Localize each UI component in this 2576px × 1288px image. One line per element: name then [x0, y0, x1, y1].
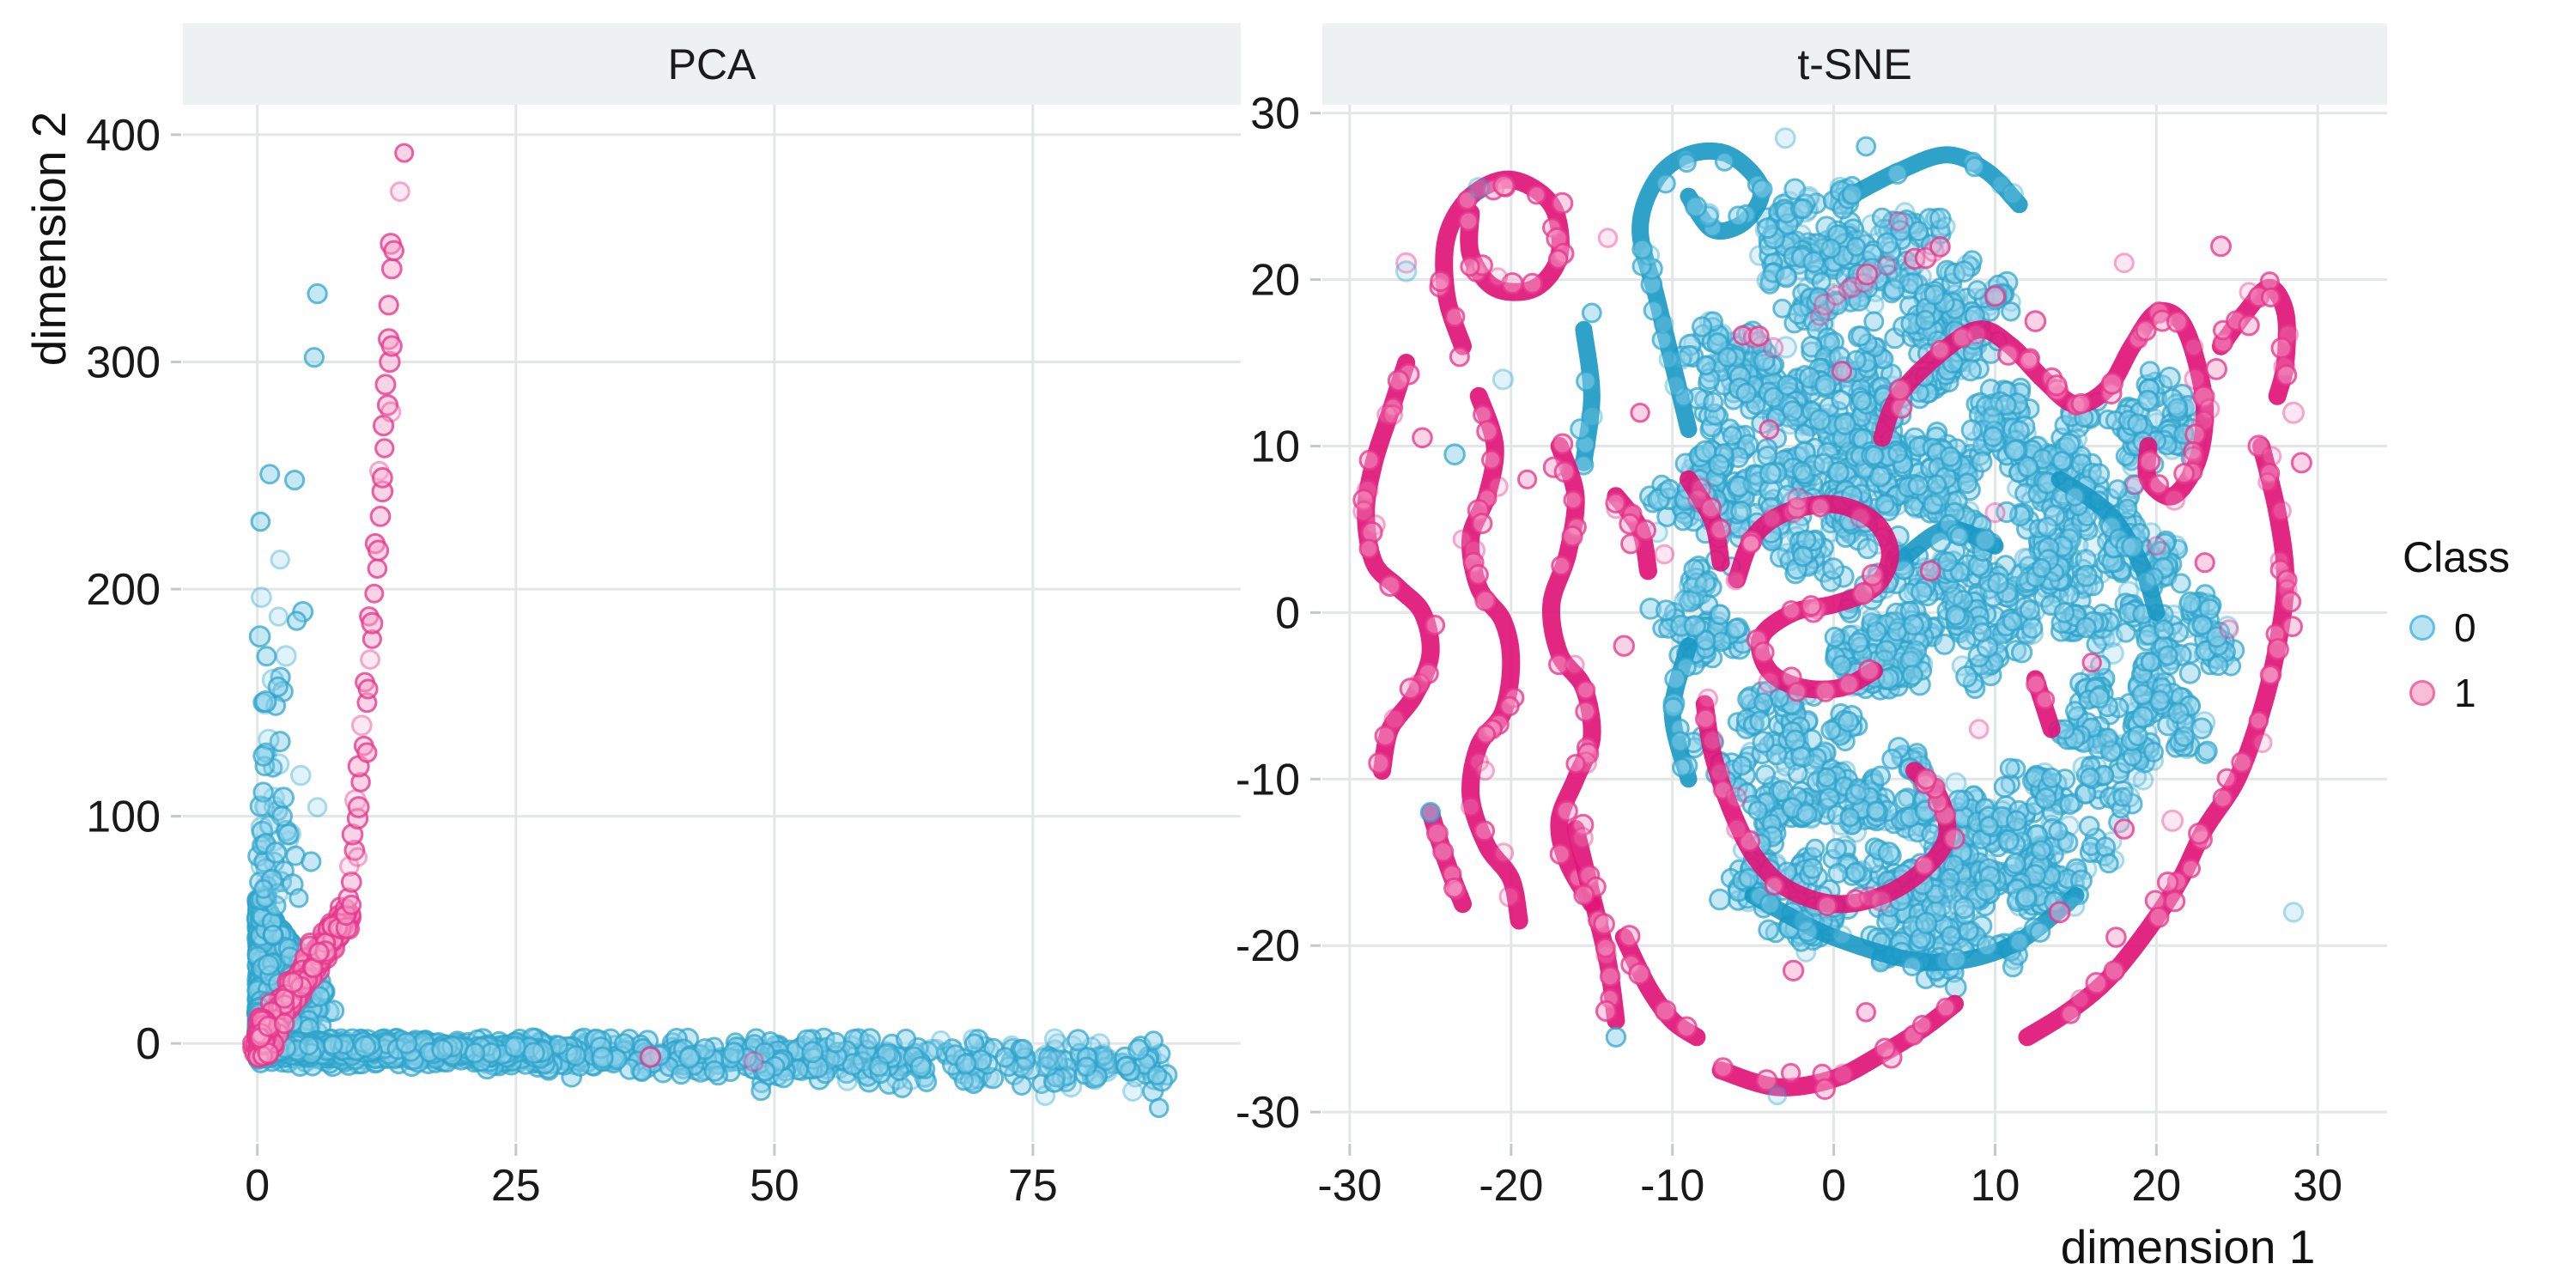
svg-text:-30: -30	[1236, 1088, 1300, 1138]
svg-text:100: 100	[86, 793, 161, 842]
legend-title: Class	[2403, 533, 2511, 581]
class0-point-icon	[2409, 615, 2435, 641]
class1-point-icon	[2409, 680, 2435, 706]
svg-text:75: 75	[1008, 1161, 1058, 1211]
svg-text:20: 20	[1250, 256, 1300, 306]
svg-text:10: 10	[1250, 422, 1300, 472]
panel-t-SNE	[1352, 127, 2312, 1106]
legend-label-class0: 0	[2454, 605, 2476, 650]
svg-text:20: 20	[2131, 1161, 2181, 1211]
facet-strip-tsne: t-SNE	[1322, 23, 2387, 105]
svg-text:30: 30	[1250, 89, 1300, 139]
facet-strip-pca: PCA	[183, 23, 1241, 105]
svg-text:400: 400	[86, 111, 161, 161]
svg-text:-10: -10	[1640, 1161, 1704, 1211]
axis-ticks-panel0: 0 25 50 75 400 300 200 100 0	[86, 111, 1058, 1211]
svg-text:0: 0	[1275, 588, 1300, 638]
svg-text:-20: -20	[1479, 1161, 1543, 1211]
svg-text:0: 0	[136, 1019, 161, 1069]
legend-label-class1: 1	[2454, 671, 2476, 715]
facet-strip-tsne-label: t-SNE	[1797, 39, 1912, 88]
svg-text:25: 25	[491, 1161, 541, 1211]
svg-text:-30: -30	[1317, 1161, 1382, 1211]
legend: Class 0 1	[2403, 532, 2510, 716]
svg-text:10: 10	[1971, 1161, 2020, 1211]
axis-ticks-panel1: -30 -20 -10 0 10 20 30 30 20 10 0 -10 -20 -30	[1236, 89, 2342, 1211]
y-axis-title: dimension 2	[22, 111, 76, 367]
svg-text:0: 0	[1821, 1161, 1846, 1211]
facet-strip-pca-label: PCA	[667, 39, 756, 88]
panel-PCA	[242, 143, 1178, 1119]
gridlines-panel0	[183, 105, 1241, 1142]
svg-text:50: 50	[750, 1161, 799, 1211]
x-axis-title: dimension 1	[2060, 1220, 2316, 1273]
svg-text:200: 200	[86, 565, 161, 615]
svg-text:-20: -20	[1236, 921, 1300, 971]
svg-text:-10: -10	[1236, 755, 1300, 805]
legend-item-class1: 1	[2403, 670, 2510, 716]
svg-text:0: 0	[245, 1161, 270, 1211]
svg-text:300: 300	[86, 338, 161, 388]
svg-text:30: 30	[2293, 1161, 2342, 1211]
legend-item-class0: 0	[2403, 605, 2510, 651]
